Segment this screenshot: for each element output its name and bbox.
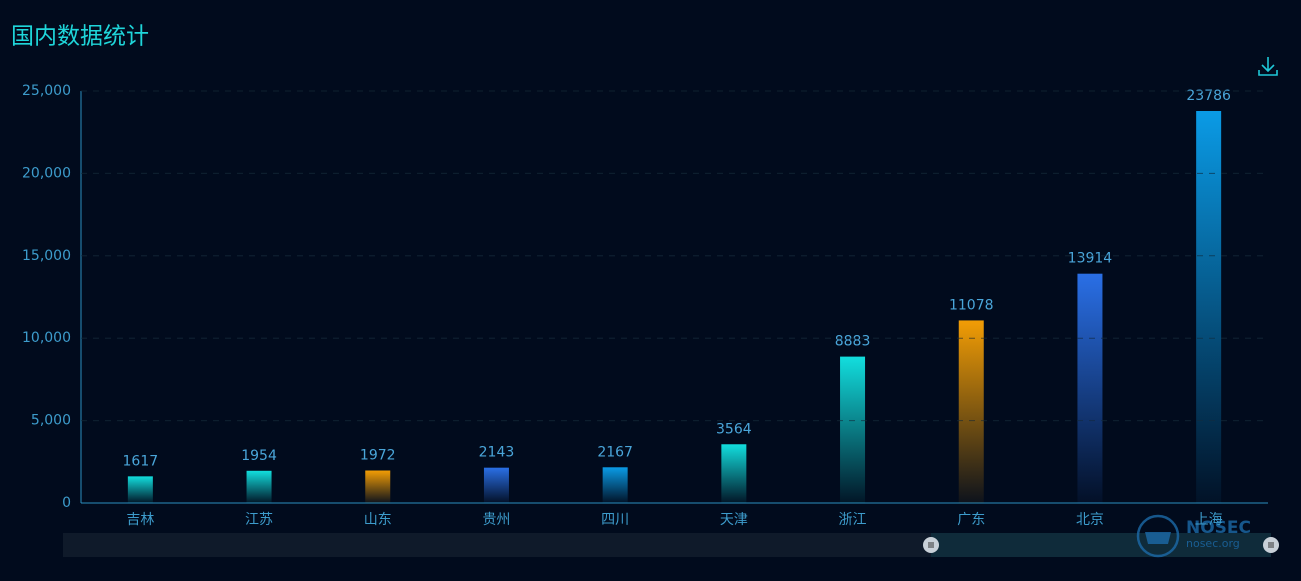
value-label: 2167 [597, 444, 633, 460]
x-tick-label: 江苏 [245, 512, 273, 528]
bar [958, 320, 984, 503]
bar [721, 444, 747, 503]
data-zoom [63, 533, 1279, 557]
bar [840, 356, 866, 503]
x-tick-label: 广东 [957, 512, 985, 528]
value-label: 1954 [241, 448, 277, 464]
bar [1196, 111, 1222, 504]
x-tick-label: 上海 [1195, 512, 1223, 528]
y-tick-label: 0 [62, 495, 71, 511]
bar [602, 467, 628, 503]
value-label: 13914 [1068, 251, 1113, 267]
x-tick-label: 北京 [1076, 512, 1104, 528]
bar [483, 467, 509, 503]
value-label: 23786 [1186, 88, 1231, 104]
value-label: 3564 [716, 421, 752, 437]
download-icon[interactable] [1258, 57, 1278, 76]
bar [127, 476, 153, 503]
y-tick-label: 15,000 [22, 248, 71, 264]
x-tick-label: 四川 [601, 512, 629, 528]
y-tick-label: 10,000 [22, 330, 71, 346]
x-tick-label: 浙江 [839, 512, 867, 528]
watermark: NOSEC nosec.org [1136, 514, 1251, 558]
bar [1077, 273, 1103, 503]
watermark-subtitle: nosec.org [1186, 537, 1240, 550]
value-label: 11078 [949, 297, 994, 313]
y-tick-label: 20,000 [22, 165, 71, 181]
zoom-selection[interactable] [931, 533, 1271, 557]
value-label: 1617 [123, 453, 159, 469]
x-tick-label: 天津 [720, 512, 748, 528]
bar [365, 470, 391, 503]
x-tick-label: 吉林 [126, 512, 154, 528]
x-tick-label: 山东 [364, 512, 392, 528]
value-label: 2143 [479, 445, 515, 461]
value-label: 1972 [360, 448, 396, 464]
y-tick-label: 25,000 [22, 83, 71, 99]
watermark-title: NOSEC [1186, 518, 1251, 538]
chart-title: 国内数据统计 [11, 24, 149, 50]
y-tick-label: 5,000 [31, 413, 71, 429]
value-label: 8883 [835, 334, 871, 350]
bar [246, 470, 272, 503]
x-tick-label: 贵州 [482, 512, 510, 528]
